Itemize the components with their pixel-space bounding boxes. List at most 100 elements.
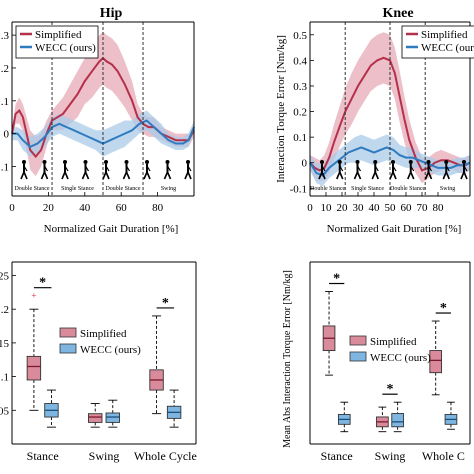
knee-walker-arm [392, 165, 397, 172]
knee-walker-figure [424, 160, 433, 180]
hip-ytick-label: .3 [1, 30, 10, 42]
hip-walker-leg [102, 171, 107, 180]
knee-xtick-label: 60 [401, 202, 413, 214]
hip-walker-leg [20, 171, 25, 180]
hip-walker-figure [40, 160, 49, 180]
knee-walker-arm [427, 165, 433, 172]
hip-phase-label: Double Stance [105, 186, 140, 192]
knee-walker-arm [463, 165, 468, 172]
hip-walker-leg [122, 171, 128, 180]
hip-box-significance-star: * [162, 296, 169, 311]
hip-walker-leg [125, 171, 131, 180]
hip-box-panel: .25 .2 .15 .1 .05 Stance + Swing Whole Cycle * * Si… [0, 261, 197, 463]
hip-walker-leg [23, 171, 28, 180]
hip-box-ytick-label: .15 [0, 338, 10, 350]
hip-box-legend-swatch [59, 327, 77, 338]
knee-ytick-label: 0.4 [293, 55, 307, 67]
knee-walker-leg [442, 171, 447, 180]
knee-walker-leg [463, 171, 468, 180]
hip-box-legend-swatch [59, 343, 77, 354]
knee-walker-head [444, 160, 449, 164]
hip-box-significance-star: * [39, 276, 46, 291]
hip-walker-arm [23, 165, 28, 172]
hip-walker-leg [43, 171, 49, 180]
knee-phase-label: Single Stance [351, 186, 384, 192]
knee-walker-head [337, 160, 342, 164]
knee-box-y-axis-label: Mean Abs Interaction Torque Error [Nm/kg… [282, 270, 293, 448]
knee-line-panel: Knee Double Stance Single Stance Double Sta… [275, 6, 474, 235]
knee-walker-leg [353, 171, 359, 180]
knee-chart-title: Knee [382, 6, 413, 21]
knee-x-axis-label: Normalized Gait Duration [%] [327, 223, 462, 235]
hip-xtick-label: 60 [116, 202, 128, 214]
hip-series-0-band [12, 31, 194, 177]
knee-box-category-label: Stance [321, 449, 353, 463]
hip-box-ytick-label: .05 [0, 405, 10, 417]
hip-box-ytick-label: .1 [1, 372, 9, 384]
hip-phase-label: Swing [161, 186, 176, 192]
hip-walker-arm [125, 165, 131, 172]
knee-walker-head [462, 160, 466, 164]
knee-walker-figure [336, 160, 344, 180]
knee-walker-leg [318, 171, 323, 180]
knee-walker-leg [424, 171, 430, 180]
hip-walker-arm [105, 165, 110, 172]
knee-walker-arm [445, 165, 450, 172]
hip-walker-figure [163, 160, 172, 180]
hip-ytick-label: 0 [4, 129, 10, 141]
hip-box-box [149, 315, 164, 415]
hip-walker-arm [146, 165, 151, 172]
hip-phase-label: Single Stance [61, 186, 94, 192]
knee-walker-head [408, 160, 413, 164]
knee-legend-entry: WECC (ours) [421, 42, 474, 54]
hip-walker-head [186, 160, 190, 164]
knee-walker-leg [374, 171, 379, 180]
knee-walker-leg [407, 171, 412, 180]
hip-ytick-label: .2 [1, 63, 9, 75]
hip-walker-figure [122, 160, 131, 180]
hip-walker-figure [184, 160, 192, 180]
knee-walker-figure [371, 160, 379, 180]
hip-legend-entry: Simplified [35, 29, 82, 41]
knee-box-box [444, 401, 458, 430]
knee-series-1-band [310, 134, 470, 186]
hip-box-box [88, 403, 103, 428]
hip-box-box-body [26, 355, 42, 381]
knee-box-box [429, 320, 443, 396]
hip-walker-leg [84, 171, 90, 180]
hip-walker-leg [166, 171, 172, 180]
knee-phase-label: Double Stance [310, 186, 345, 192]
knee-walker-head [391, 160, 395, 164]
knee-box-legend-swatch [349, 335, 367, 346]
hip-walker-leg [61, 171, 66, 180]
knee-legend-entry: Simplified [421, 29, 468, 41]
knee-walker-figure [460, 160, 468, 180]
hip-phase-label: Double Stance [14, 186, 49, 192]
hip-ytick-label: .1 [1, 96, 9, 108]
hip-walker-leg [146, 171, 151, 180]
hip-line-panel: Hip Double Stance Single Stance Double Stan… [1, 6, 195, 235]
hip-walker-head [22, 160, 26, 164]
hip-walker-arm [84, 165, 90, 172]
hip-walker-figure [61, 160, 69, 180]
hip-box-ytick-label: .25 [0, 270, 10, 282]
hip-box-box-body [105, 412, 120, 423]
hip-box-box-body [88, 413, 103, 423]
hip-xtick-label: 0 [9, 202, 15, 214]
hip-walker-head [124, 160, 129, 164]
knee-walker-arm [374, 165, 379, 172]
hip-walker-leg [64, 171, 69, 180]
knee-ytick-label: 0 [302, 158, 308, 170]
knee-walker-figure [407, 160, 415, 180]
knee-walker-arm [339, 165, 344, 172]
knee-xtick-label: 0 [307, 202, 313, 214]
hip-walker-figure [81, 160, 90, 180]
hip-walker-head [83, 160, 88, 164]
hip-walker-leg [187, 171, 192, 180]
knee-walker-figure [318, 160, 326, 180]
hip-box-box: + [26, 291, 42, 411]
hip-box-box [44, 389, 59, 428]
hip-box-outlier: + [31, 291, 36, 301]
knee-series-0-line [309, 56, 471, 172]
